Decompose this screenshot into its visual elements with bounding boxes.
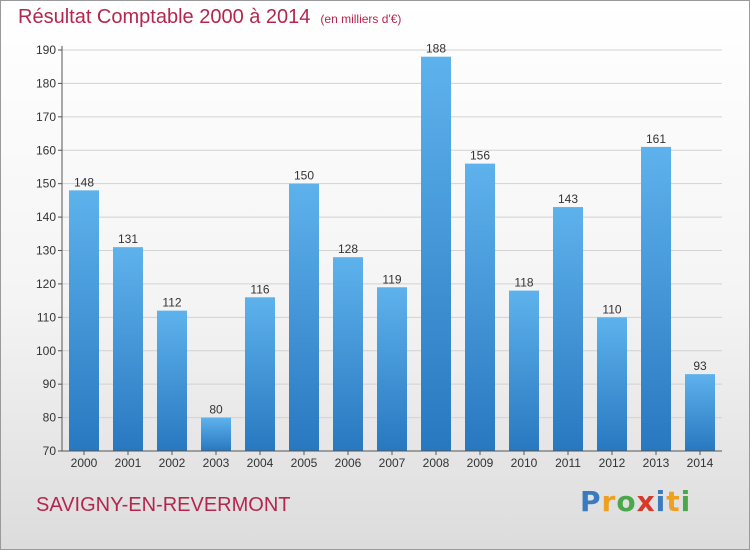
bar	[201, 417, 231, 451]
x-tick-label: 2002	[159, 456, 186, 470]
logo-letter: x	[636, 485, 656, 518]
bar	[289, 183, 319, 451]
x-tick-label: 2011	[555, 456, 581, 470]
value-label: 128	[338, 242, 358, 256]
y-tick-label: 160	[36, 143, 56, 157]
bar	[421, 56, 451, 451]
proxiti-logo: Proxiti	[580, 485, 691, 518]
value-label: 119	[382, 272, 401, 286]
bar	[465, 163, 495, 451]
bar	[69, 190, 99, 451]
chart-title: Résultat Comptable 2000 à 2014 (en millie…	[18, 6, 401, 29]
value-label: 118	[514, 276, 533, 290]
y-tick-label: 140	[36, 210, 56, 224]
value-label: 110	[602, 302, 621, 316]
logo-letter: P	[580, 485, 602, 518]
bar	[245, 297, 275, 451]
y-tick-label: 70	[43, 444, 57, 458]
logo-letter: i	[680, 485, 692, 518]
x-tick-label: 2003	[203, 456, 230, 470]
value-label: 112	[162, 296, 181, 310]
location-label: SAVIGNY-EN-REVERMONT	[36, 494, 291, 516]
y-tick-label: 130	[36, 244, 56, 258]
x-tick-label: 2010	[511, 456, 538, 470]
bar	[509, 290, 539, 451]
x-tick-label: 2006	[335, 456, 362, 470]
bar	[641, 146, 671, 452]
y-axis-labels: 70 80 90 100 110 120 130 140 150 160 170 180 190	[36, 43, 56, 458]
x-tick-label: 2007	[379, 456, 406, 470]
bar	[113, 247, 143, 451]
value-label: 161	[646, 132, 666, 146]
bars	[69, 56, 715, 452]
logo-letter: t	[666, 485, 681, 518]
bar	[685, 374, 715, 451]
x-tick-label: 2012	[599, 456, 626, 470]
unit-label: (en milliers d'€)	[320, 12, 402, 26]
value-label: 93	[693, 359, 707, 373]
x-tick-label: 2014	[687, 456, 714, 470]
axes	[61, 46, 722, 452]
logo-letter: i	[655, 485, 667, 518]
y-tick-label: 80	[43, 411, 57, 425]
value-label: 188	[426, 42, 446, 56]
value-label: 148	[74, 175, 94, 189]
logo-letter: r	[601, 485, 617, 518]
x-tick-label: 2008	[423, 456, 450, 470]
x-axis-labels: 2000 2001 2002 2003 2004 2005 2006 2007 2008 2009…	[71, 451, 714, 470]
value-label: 116	[250, 282, 269, 296]
y-tick-label: 120	[36, 277, 56, 291]
y-tick-label: 180	[36, 76, 56, 90]
bar	[553, 207, 583, 451]
value-label: 150	[294, 169, 314, 183]
x-tick-label: 2005	[291, 456, 318, 470]
bar	[157, 310, 187, 451]
y-tick-label: 170	[36, 110, 56, 124]
x-tick-label: 2000	[71, 456, 98, 470]
y-tick-label: 110	[37, 310, 56, 324]
bar	[333, 257, 363, 451]
value-label: 143	[558, 192, 578, 206]
y-tick-label: 100	[36, 344, 56, 358]
bar	[597, 317, 627, 451]
value-label: 156	[470, 149, 490, 163]
logo-letter: o	[616, 485, 637, 518]
y-tick-label: 190	[36, 43, 56, 57]
x-tick-label: 2004	[247, 456, 274, 470]
y-tick-label: 90	[43, 377, 57, 391]
value-label: 80	[209, 403, 223, 417]
bar	[377, 287, 407, 451]
x-tick-label: 2009	[467, 456, 494, 470]
title-text: Résultat Comptable 2000 à 2014	[18, 6, 311, 28]
x-tick-label: 2001	[115, 456, 142, 470]
x-tick-label: 2013	[643, 456, 670, 470]
value-labels: 148 131 112 80 116 150 128 119 188 156 118 143 110 16…	[74, 42, 707, 417]
value-label: 131	[118, 232, 138, 246]
y-tick-label: 150	[36, 177, 56, 191]
